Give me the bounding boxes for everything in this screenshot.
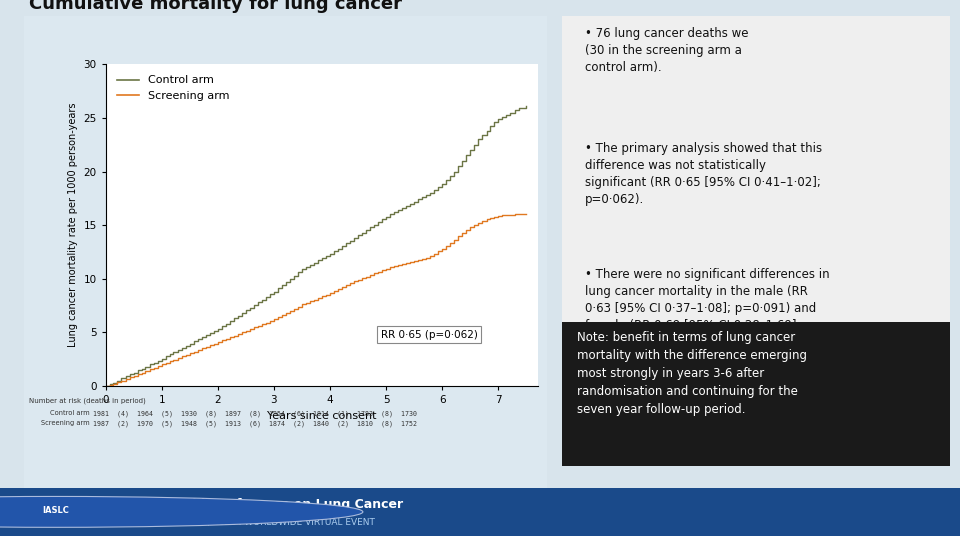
Text: SEPTEMBER 8 - 14, 2021 I WORLDWIDE VIRTUAL EVENT: SEPTEMBER 8 - 14, 2021 I WORLDWIDE VIRTU…	[125, 518, 374, 527]
Circle shape	[0, 496, 363, 527]
Text: Note: benefit in terms of lung cancer
mortality with the difference emerging
mos: Note: benefit in terms of lung cancer mo…	[577, 331, 807, 416]
Legend: Control arm, Screening arm: Control arm, Screening arm	[111, 70, 235, 107]
Text: IASLC: IASLC	[42, 507, 69, 516]
Text: Number at risk (deaths in period): Number at risk (deaths in period)	[29, 397, 146, 404]
Text: • The primary analysis showed that this
difference was not statistically
signifi: • The primary analysis showed that this …	[585, 142, 822, 206]
Text: • 76 lung cancer deaths we
(30 in the screening arm a
control arm).: • 76 lung cancer deaths we (30 in the sc…	[585, 27, 749, 75]
Text: Cumulative mortality for lung cancer: Cumulative mortality for lung cancer	[29, 0, 402, 13]
Text: Screening arm: Screening arm	[40, 420, 89, 426]
Text: 2021 World Conference on Lung Cancer: 2021 World Conference on Lung Cancer	[125, 498, 403, 511]
Text: 1981  (4)  1964  (5)  1930  (8)  1897  (8)  1854  (6)  1814  (1)  1783  (8)  173: 1981 (4) 1964 (5) 1930 (8) 1897 (8) 1854…	[93, 411, 417, 417]
Text: Control arm: Control arm	[50, 411, 89, 416]
Text: RR 0·65 (p=0·062): RR 0·65 (p=0·062)	[380, 330, 477, 340]
Text: • There were no significant differences in
lung cancer mortality in the male (RR: • There were no significant differences …	[585, 268, 829, 349]
X-axis label: Years since consent: Years since consent	[267, 411, 376, 421]
Y-axis label: Lung cancer mortality rate per 1000 person-years: Lung cancer mortality rate per 1000 pers…	[68, 103, 78, 347]
Text: 1987  (2)  1970  (5)  1948  (5)  1913  (6)  1874  (2)  1840  (2)  1810  (8)  175: 1987 (2) 1970 (5) 1948 (5) 1913 (6) 1874…	[93, 420, 417, 427]
